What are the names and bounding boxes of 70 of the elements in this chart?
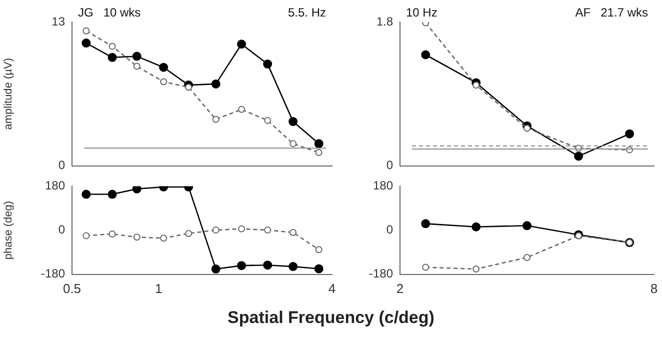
y-axis-title: amplitude (µV) xyxy=(2,58,15,130)
point xyxy=(314,264,324,274)
y-tick-label: -180 xyxy=(368,266,394,281)
point xyxy=(290,140,297,148)
point xyxy=(212,226,220,234)
point xyxy=(263,60,272,69)
text: 10 Hz xyxy=(406,5,438,20)
point xyxy=(211,79,220,88)
point xyxy=(132,186,142,194)
point xyxy=(108,230,116,238)
x-tick-label: 0.5 xyxy=(62,280,82,296)
point xyxy=(574,152,584,161)
point xyxy=(237,40,246,49)
text: AF 21.7 wks xyxy=(575,5,648,20)
point xyxy=(472,222,481,232)
point xyxy=(315,246,322,254)
y-tick-label: 0 xyxy=(386,158,394,172)
point xyxy=(133,234,140,241)
point xyxy=(263,260,272,270)
point xyxy=(421,219,430,228)
point xyxy=(211,264,220,274)
y-tick-label: -180 xyxy=(40,266,66,281)
point xyxy=(421,50,430,60)
x-tick-label: 8 xyxy=(650,280,658,296)
point xyxy=(82,27,90,34)
point xyxy=(82,232,90,240)
text: 5.5. Hz xyxy=(288,5,326,20)
point xyxy=(472,266,480,273)
text: JG 10 wks xyxy=(78,5,141,20)
point xyxy=(108,52,117,62)
x-tick-label: 1 xyxy=(155,280,162,296)
y-tick-label: 13 xyxy=(52,14,66,28)
point xyxy=(160,234,168,242)
y-tick-label: 180 xyxy=(44,178,66,193)
y-tick-label: 0 xyxy=(58,222,66,237)
y-tick-label: 1.8 xyxy=(376,14,394,28)
point xyxy=(264,116,272,124)
point xyxy=(625,129,634,138)
point xyxy=(82,38,91,48)
y-axis-title: phase (deg) xyxy=(2,200,15,260)
point xyxy=(315,149,322,156)
point xyxy=(185,230,192,237)
point xyxy=(159,62,168,72)
point xyxy=(264,226,272,234)
point xyxy=(288,262,298,272)
point xyxy=(524,124,530,132)
point xyxy=(212,116,220,123)
point xyxy=(524,254,530,261)
point xyxy=(314,139,324,148)
point xyxy=(160,78,168,86)
point xyxy=(522,221,532,230)
point xyxy=(108,190,117,199)
y-tick-label: 180 xyxy=(372,178,394,193)
point xyxy=(133,62,140,70)
point xyxy=(238,225,246,232)
point xyxy=(185,84,192,91)
y-tick-label: 0 xyxy=(58,158,66,172)
point xyxy=(132,52,142,61)
point xyxy=(422,264,430,271)
x-tick-label: 4 xyxy=(328,280,336,296)
point xyxy=(290,229,297,236)
point xyxy=(82,190,91,199)
point xyxy=(472,82,480,89)
point xyxy=(108,42,116,50)
x-axis-title: Spatial Frequency (c/deg) xyxy=(226,308,436,328)
point xyxy=(288,117,298,126)
x-tick-label: 2 xyxy=(396,280,404,296)
point xyxy=(238,106,246,113)
y-tick-label: 0 xyxy=(386,222,394,237)
point xyxy=(237,261,246,270)
